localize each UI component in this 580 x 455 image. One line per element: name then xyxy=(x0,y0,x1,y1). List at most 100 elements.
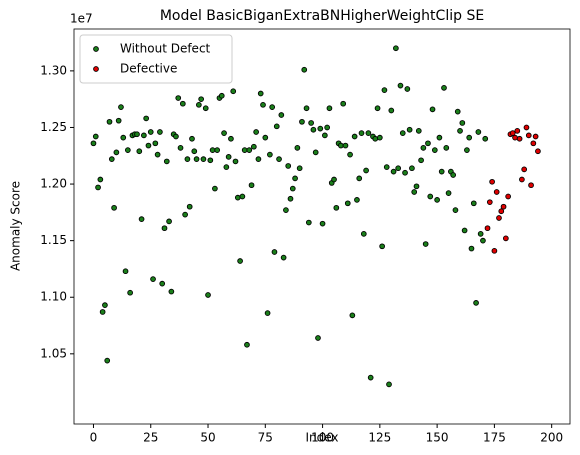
point xyxy=(413,183,420,190)
point xyxy=(484,225,491,232)
point xyxy=(358,130,365,136)
point xyxy=(411,189,418,195)
point xyxy=(315,335,321,341)
point xyxy=(535,148,541,155)
point xyxy=(202,105,209,112)
x-tick-label: 150 xyxy=(426,431,449,445)
point xyxy=(509,130,516,136)
point xyxy=(441,85,447,91)
point xyxy=(184,156,191,163)
y-axis-label: Anomaly Score xyxy=(9,181,23,271)
point xyxy=(360,231,367,237)
point xyxy=(276,156,282,163)
x-tick-label: 175 xyxy=(483,431,506,445)
chart-title: Model BasicBiganExtraBNHigherWeightClip … xyxy=(160,8,484,24)
point xyxy=(179,100,186,107)
x-tick-label: 0 xyxy=(90,431,98,445)
point xyxy=(102,302,108,309)
point xyxy=(177,144,184,151)
point xyxy=(262,134,269,141)
point xyxy=(491,247,498,254)
point xyxy=(225,154,232,160)
point xyxy=(250,143,257,150)
point xyxy=(278,112,285,118)
point xyxy=(138,216,145,222)
point xyxy=(376,134,383,141)
point xyxy=(381,87,388,93)
x-tick-label: 75 xyxy=(258,431,273,445)
point xyxy=(200,156,207,163)
point xyxy=(303,105,310,112)
point xyxy=(528,182,534,189)
point xyxy=(207,157,214,164)
point xyxy=(457,128,463,134)
point xyxy=(92,133,99,140)
point xyxy=(232,158,239,165)
point xyxy=(299,118,305,125)
point xyxy=(516,135,523,142)
y-tick-label: 1.20 xyxy=(40,177,67,191)
point xyxy=(255,156,262,163)
y-tick-label: 1.25 xyxy=(40,120,67,134)
point xyxy=(434,197,440,203)
x-tick-label: 125 xyxy=(368,431,391,445)
point xyxy=(163,158,170,165)
point xyxy=(383,164,390,170)
point xyxy=(521,166,528,173)
y-tick-label: 1.15 xyxy=(40,233,67,247)
point xyxy=(312,149,319,156)
point xyxy=(248,182,255,189)
point xyxy=(124,147,131,153)
point xyxy=(106,118,113,125)
point xyxy=(351,133,358,140)
point xyxy=(189,135,195,142)
point xyxy=(349,312,356,319)
x-tick-label: 25 xyxy=(143,431,158,445)
point xyxy=(147,129,154,135)
point xyxy=(347,151,353,158)
point xyxy=(322,132,328,139)
point xyxy=(532,133,539,140)
x-axis-label: Index xyxy=(305,431,338,445)
point xyxy=(503,235,509,242)
point xyxy=(157,129,163,135)
point xyxy=(134,131,140,138)
point xyxy=(244,341,250,348)
point xyxy=(468,245,475,252)
point xyxy=(464,147,470,153)
point xyxy=(500,203,507,210)
point xyxy=(489,178,495,185)
x-tick-label: 50 xyxy=(200,431,215,445)
point xyxy=(450,172,457,178)
point xyxy=(159,280,166,287)
point xyxy=(120,134,127,141)
point xyxy=(399,130,406,136)
point xyxy=(113,149,120,156)
point xyxy=(514,128,521,134)
point xyxy=(161,225,168,232)
point xyxy=(443,144,450,151)
point xyxy=(205,292,211,298)
point xyxy=(228,135,234,142)
point xyxy=(292,175,298,182)
y-tick-label: 1.10 xyxy=(40,290,67,304)
point xyxy=(289,185,296,192)
point xyxy=(486,199,493,206)
point xyxy=(198,96,205,103)
point xyxy=(273,123,280,130)
point xyxy=(115,117,122,124)
point xyxy=(154,151,161,158)
point xyxy=(454,108,461,115)
point xyxy=(111,204,117,211)
point xyxy=(145,142,152,149)
point xyxy=(365,130,372,136)
point xyxy=(294,144,301,151)
point xyxy=(285,163,292,169)
point xyxy=(152,140,159,147)
x-tick-label: 100 xyxy=(311,431,334,445)
point xyxy=(271,249,278,255)
point xyxy=(287,195,294,202)
point xyxy=(99,309,106,315)
point xyxy=(475,129,482,135)
